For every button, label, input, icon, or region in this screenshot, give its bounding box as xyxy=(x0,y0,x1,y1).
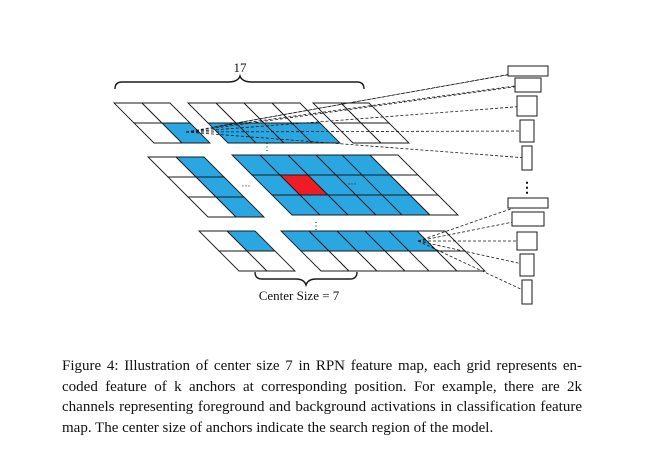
anchor-boxes xyxy=(507,65,549,305)
grid-cell xyxy=(245,250,297,272)
top-brace xyxy=(114,73,365,90)
anchor-box xyxy=(516,95,538,117)
grid-cell xyxy=(408,194,460,216)
figure-caption: Figure 4: Illustration of center size 7 … xyxy=(62,356,582,438)
ellipsis-top: ⋮ xyxy=(262,142,272,153)
grid-cell xyxy=(359,122,411,144)
center-size-label: Center Size = 7 xyxy=(259,288,340,303)
projection-line xyxy=(185,131,528,159)
rpn-feature-map-diagram: 17 Center Size = 7 ⋮ ··· ··· ⋮ ⋮ xyxy=(112,60,549,305)
projection-line xyxy=(213,84,523,128)
ellipsis-right: ··· xyxy=(348,179,357,189)
projection-line xyxy=(185,70,529,133)
grid-cell xyxy=(160,122,212,144)
ellipsis-boxes: ⋮ xyxy=(520,181,534,196)
caption-line-2: coded feature of k anchors at correspond… xyxy=(62,378,582,395)
anchor-box xyxy=(514,77,542,93)
anchor-box xyxy=(519,119,535,143)
ellipsis-bottom: ⋮ xyxy=(311,221,321,232)
caption-line-1: Figure 4: Illustration of center size 7 … xyxy=(62,358,582,374)
projection-line xyxy=(185,84,529,133)
projection-line xyxy=(417,202,529,242)
caption-line-4: map. The center size of anchors indicate… xyxy=(62,419,494,436)
bottom-brace xyxy=(254,271,358,288)
grid-middle-left xyxy=(146,156,266,218)
anchor-box xyxy=(519,253,535,277)
annotations: 17 Center Size = 7 ⋮ ··· ··· ⋮ ⋮ xyxy=(114,60,534,303)
grid-cell xyxy=(214,196,266,218)
projection-line xyxy=(213,72,519,128)
anchor-box xyxy=(511,211,545,227)
feature-map-grids xyxy=(112,102,487,272)
anchor-projection-lines xyxy=(185,70,529,293)
grid-top-left xyxy=(112,102,212,144)
grid-bottom-left xyxy=(197,230,297,272)
projection-line xyxy=(417,240,528,266)
caption-line-3: channels representing foreground and bac… xyxy=(62,399,582,415)
grid-cell xyxy=(290,122,342,144)
projection-line xyxy=(185,130,528,133)
grid-top-middle xyxy=(186,102,342,144)
anchor-box xyxy=(507,65,549,77)
projection-line xyxy=(417,240,528,293)
anchor-box xyxy=(521,279,533,305)
anchor-box xyxy=(521,145,533,171)
ellipsis-left: ··· xyxy=(242,181,251,191)
projection-line xyxy=(185,105,528,133)
anchor-box xyxy=(507,197,549,209)
grid-bottom-middle xyxy=(279,230,435,272)
grid-middle-right xyxy=(340,154,460,216)
grid-middle-center xyxy=(230,154,406,216)
top-count-label: 17 xyxy=(234,60,248,75)
anchor-box xyxy=(516,231,538,251)
projection-line xyxy=(417,218,529,242)
